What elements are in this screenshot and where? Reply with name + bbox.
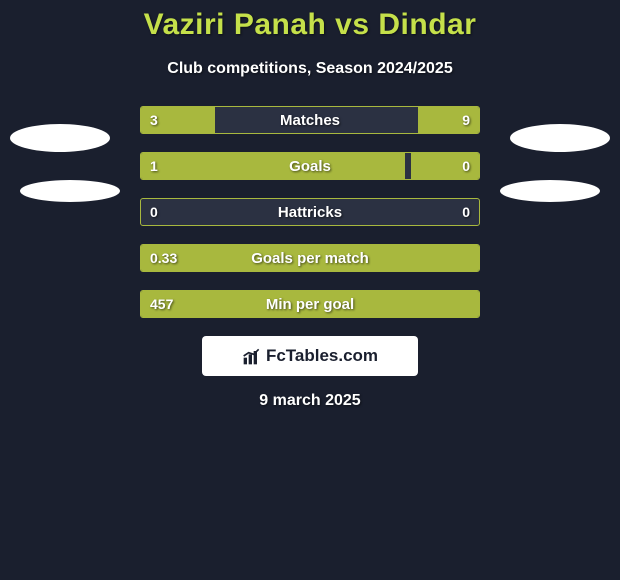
- stat-row-left-fill: [141, 245, 479, 271]
- stat-row-left-fill: [141, 107, 215, 133]
- stat-row-track: [140, 152, 480, 180]
- stat-row-right-fill: [418, 107, 479, 133]
- stat-row-left-fill: [141, 153, 405, 179]
- stat-row-left-fill: [141, 291, 479, 317]
- date-label: 9 march 2025: [0, 392, 620, 410]
- stat-row-track: [140, 290, 480, 318]
- stat-row: Goals10: [140, 152, 480, 180]
- logo-text: FcTables.com: [266, 346, 378, 366]
- subtitle: Club competitions, Season 2024/2025: [0, 60, 620, 78]
- player-right-team: [500, 180, 600, 202]
- player-right-avatar: [510, 124, 610, 152]
- page-title: Vaziri Panah vs Dindar: [0, 8, 620, 42]
- stat-row: Matches39: [140, 106, 480, 134]
- player-left-team: [20, 180, 120, 202]
- stat-row: Min per goal457: [140, 290, 480, 318]
- player-left-avatar: [10, 124, 110, 152]
- stat-row: Goals per match0.33: [140, 244, 480, 272]
- stat-row: Hattricks00: [140, 198, 480, 226]
- logo-box: FcTables.com: [202, 336, 418, 376]
- chart-icon: [242, 346, 262, 366]
- comparison-rows: Matches39 Goals10 Hattricks00 Goals per mat…: [140, 106, 480, 318]
- stat-row-track: [140, 198, 480, 226]
- stat-row-right-fill: [411, 153, 479, 179]
- stat-row-track: [140, 244, 480, 272]
- stat-row-track: [140, 106, 480, 134]
